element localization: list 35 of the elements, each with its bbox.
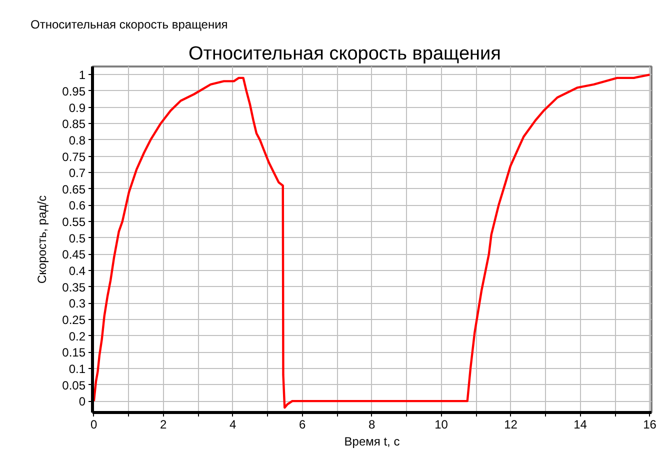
y-tick-label: 0.65 — [62, 182, 86, 196]
line-series — [92, 74, 651, 409]
y-tick-label: 0.2 — [68, 329, 86, 344]
text: Относительная скорость вращения — [30, 18, 228, 32]
x-tick-label: 10 — [434, 418, 448, 432]
y-tick-label: 0.1 — [68, 362, 86, 376]
y-tick-label: 0.85 — [62, 117, 86, 132]
y-tick-label: 0.95 — [62, 84, 86, 98]
y-tick-label: 0.75 — [62, 150, 86, 164]
y-tick-label: 0.05 — [62, 378, 86, 392]
y-tick-label: 1 — [78, 68, 86, 82]
y-tick-label: 0.6 — [68, 198, 86, 213]
x-tick-label: 2 — [160, 418, 168, 432]
x-tick-label: 16 — [643, 418, 657, 432]
x-tick-label: 4 — [230, 418, 237, 432]
x-tick-label: 6 — [299, 418, 306, 432]
y-axis-title: Скорость, рад/с — [35, 195, 50, 284]
x-tick-label: 14 — [574, 418, 588, 432]
y-tick-label: 0.3 — [68, 296, 86, 311]
x-tick-label: 8 — [368, 418, 376, 432]
x-tick-label: 0 — [90, 418, 98, 432]
y-tick-label: 0.7 — [68, 166, 86, 180]
y-tick-label: 0.8 — [68, 133, 86, 148]
y-tick-label: 0.9 — [68, 100, 86, 115]
y-tick-label: 0 — [78, 394, 86, 409]
y-tick-label: 0.5 — [68, 231, 86, 246]
y-tick-label: 0.15 — [62, 346, 86, 360]
x-axis-title: Время t, с — [344, 434, 400, 448]
y-tick-label: 0.55 — [62, 215, 86, 230]
y-tick-label: 0.45 — [62, 248, 86, 262]
y-tick-label: 0.4 — [68, 264, 86, 278]
y-tick-label: 0.35 — [62, 280, 86, 294]
x-tick-label: 12 — [504, 418, 518, 432]
y-tick-label: 0.25 — [62, 312, 86, 327]
chart-title: Относительная скорость вращения — [188, 44, 501, 64]
